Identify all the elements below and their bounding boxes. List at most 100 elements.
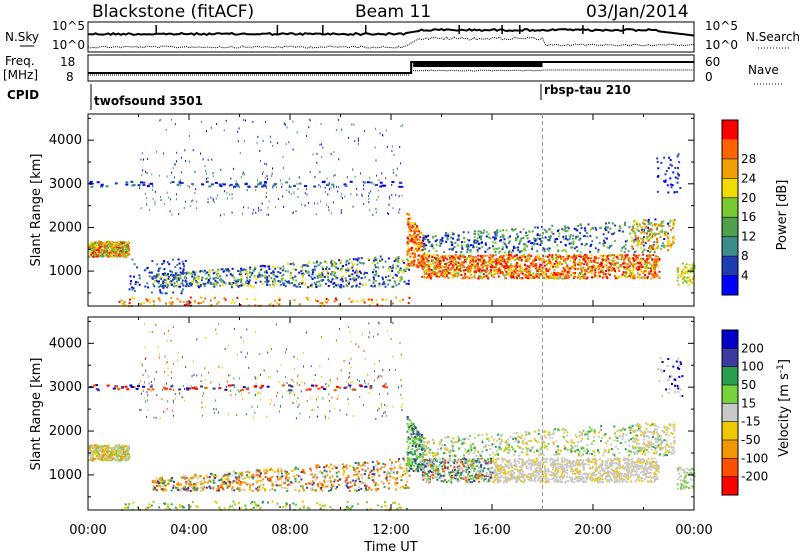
power-cell	[258, 275, 261, 278]
power-cell	[238, 186, 240, 188]
power-cell	[603, 239, 605, 242]
power-cell	[284, 279, 287, 282]
power-cell	[609, 227, 612, 230]
power-cell	[166, 278, 168, 281]
power-cell	[368, 279, 371, 282]
power-cell	[315, 261, 318, 264]
power-cell	[526, 237, 529, 240]
power-cell	[410, 246, 413, 249]
power-cell	[642, 238, 644, 240]
power-cell	[449, 258, 452, 261]
power-cell	[636, 221, 638, 224]
power-cell	[240, 267, 242, 270]
power-cell	[565, 274, 568, 277]
power-cell	[266, 163, 268, 166]
velocity-cell	[324, 475, 327, 478]
power-cell	[152, 185, 154, 188]
velocity-cell	[215, 475, 218, 478]
power-cell	[637, 268, 640, 271]
power-cell	[308, 261, 310, 264]
power-cell	[146, 282, 149, 285]
velocity-cell	[284, 486, 287, 489]
power-cell	[287, 280, 290, 283]
power-cell	[473, 239, 476, 242]
power-cell	[582, 274, 585, 276]
velocity-cell	[169, 479, 172, 482]
velocity-cell	[280, 470, 283, 473]
power-cell	[152, 197, 154, 200]
power-cell	[644, 242, 647, 244]
power-cell	[489, 237, 492, 240]
power-cell	[352, 205, 354, 208]
power-cell	[259, 149, 261, 152]
power-cell	[171, 274, 173, 277]
power-cell	[438, 275, 441, 278]
power-cell	[610, 269, 613, 272]
power-cell	[150, 271, 153, 274]
power-cell	[588, 265, 591, 268]
power-cell	[542, 267, 545, 270]
power-cell	[433, 256, 436, 259]
velocity-cell	[325, 470, 328, 473]
power-cell	[115, 252, 117, 255]
power-cell	[491, 262, 494, 265]
power-cell	[388, 203, 390, 206]
power-cell	[335, 266, 338, 269]
velocity-cell	[371, 473, 374, 476]
power-cell	[179, 271, 182, 274]
power-cell	[515, 264, 518, 267]
power-cell	[571, 237, 574, 240]
power-cell	[568, 242, 571, 245]
power-cell	[258, 209, 260, 212]
velocity-cell	[235, 478, 238, 481]
power-cell	[90, 253, 93, 256]
power-cell	[424, 265, 427, 268]
power-cell	[230, 177, 232, 180]
power-cell	[345, 263, 348, 266]
power-cell	[327, 285, 330, 287]
power-cell	[239, 304, 242, 306]
velocity-cell	[258, 470, 261, 473]
power-cell	[460, 241, 463, 244]
power-cell	[636, 242, 639, 245]
power-cell	[395, 284, 398, 287]
power-cell	[689, 269, 692, 271]
power-cell	[428, 270, 431, 273]
power-cell	[477, 266, 480, 269]
velocity-cell	[113, 453, 116, 456]
power-cell	[611, 253, 614, 256]
power-cell	[406, 244, 409, 246]
velocity-cell	[238, 471, 241, 474]
power-cell	[452, 237, 454, 240]
power-cell	[375, 211, 377, 214]
power-cell	[328, 267, 331, 270]
velocity-cell	[379, 468, 382, 471]
power-cell	[522, 228, 525, 231]
power-cell	[154, 277, 157, 280]
power-cell	[421, 257, 424, 260]
power-cell	[646, 257, 649, 260]
power-cell	[598, 265, 601, 268]
power-cell	[358, 139, 360, 142]
power-cell	[110, 247, 113, 250]
power-cell	[650, 245, 653, 248]
power-cell	[498, 251, 501, 254]
velocity-cell	[378, 474, 381, 477]
velocity-cell	[103, 459, 106, 462]
power-cell	[463, 255, 466, 258]
power-cell	[564, 243, 567, 246]
power-cell	[447, 272, 450, 274]
power-cell	[165, 128, 167, 131]
power-cell	[631, 270, 634, 273]
power-cell	[432, 270, 435, 273]
power-cell	[443, 266, 446, 269]
power-cell	[110, 245, 113, 248]
power-cell	[524, 274, 527, 277]
velocity-cell	[314, 474, 317, 477]
power-cell	[516, 235, 519, 238]
power-cell	[579, 237, 582, 240]
velocity-cell	[124, 445, 127, 448]
power-cell	[663, 244, 666, 247]
power-cell	[183, 265, 186, 268]
velocity-cell	[326, 474, 329, 477]
